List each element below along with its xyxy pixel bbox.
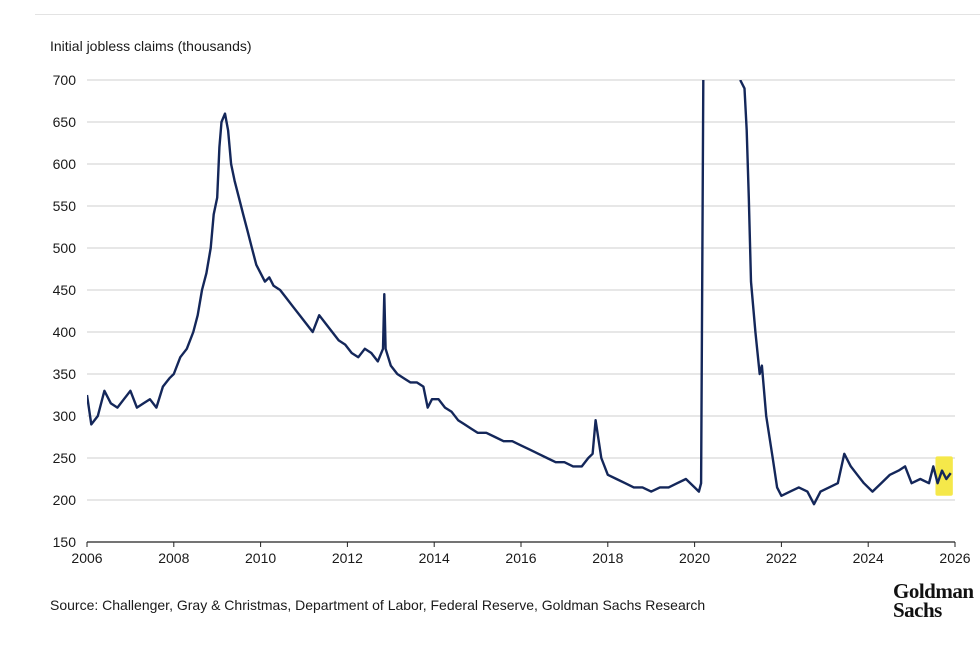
- x-tick-label: 2008: [158, 550, 189, 566]
- top-rule: [35, 14, 980, 15]
- y-tick-label: 500: [53, 240, 77, 256]
- y-tick-label: 350: [53, 366, 77, 382]
- x-tick-label: 2024: [853, 550, 884, 566]
- x-tick-label: 2026: [939, 550, 970, 566]
- series-line: [87, 80, 705, 493]
- goldman-sachs-logo: Goldman Sachs: [893, 579, 980, 622]
- y-tick-label: 400: [53, 324, 77, 340]
- gridlines: [87, 79, 955, 543]
- line-chart: 150 200 250 300 350 400 450 500 550 600 650 700 200…: [53, 72, 971, 566]
- y-tick-label: 250: [53, 450, 77, 466]
- y-tick-label: 700: [53, 72, 77, 88]
- x-tick-label: 2014: [419, 550, 450, 566]
- series-line: [739, 80, 952, 506]
- x-tick-label: 2006: [71, 550, 102, 566]
- source-note: Source: Challenger, Gray & Christmas, De…: [50, 597, 706, 613]
- logo-line-1: Goldman: [893, 579, 974, 603]
- x-tick-label: 2012: [332, 550, 363, 566]
- series-lines: [87, 80, 952, 506]
- x-tick-label: 2020: [679, 550, 710, 566]
- x-tick-label: 2022: [766, 550, 797, 566]
- x-tick-label: 2010: [245, 550, 276, 566]
- y-tick-label: 550: [53, 198, 77, 214]
- y-tick-label: 300: [53, 408, 77, 424]
- y-tick-label: 600: [53, 156, 77, 172]
- x-tick-label: 2016: [505, 550, 536, 566]
- y-tick-label: 200: [53, 492, 77, 508]
- y-axis-label: Initial jobless claims (thousands): [50, 38, 252, 54]
- y-tick-label: 150: [53, 534, 77, 550]
- y-tick-labels: 150 200 250 300 350 400 450 500 550 600 650 700: [53, 72, 77, 550]
- logo-line-2: Sachs: [893, 598, 942, 622]
- y-tick-label: 450: [53, 282, 77, 298]
- x-tick-labels: 2006 2008 2010 2012 2014 2016 2018 2020 2022 2024…: [71, 542, 971, 566]
- x-tick-label: 2018: [592, 550, 623, 566]
- y-tick-label: 650: [53, 114, 77, 130]
